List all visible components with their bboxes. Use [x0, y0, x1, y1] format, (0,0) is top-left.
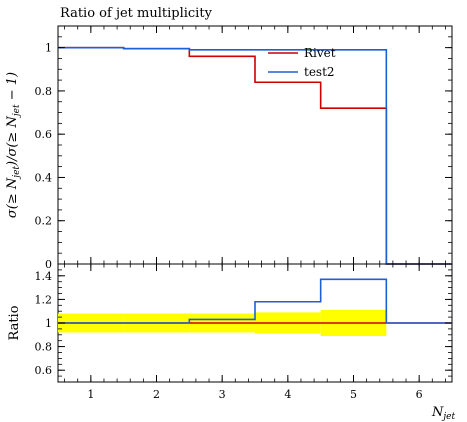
main-panel: 0 0.2 0.4 0.6 0.8 1	[35, 25, 453, 271]
legend-label-test2: test2	[304, 65, 335, 79]
xtick-label: 5	[350, 388, 357, 401]
ratio-ytick-label: 1.4	[35, 270, 53, 283]
ratio-ylabel: Ratio	[7, 305, 22, 340]
ratio-xlabel: Njet	[431, 405, 455, 422]
ratio-ytick-label: 1.2	[35, 293, 53, 306]
main-ytick-label: 0.8	[35, 85, 53, 98]
main-ytick-label: 1	[45, 42, 52, 55]
legend: Rivet test2	[268, 46, 336, 79]
main-series-rivet-line	[58, 46, 452, 265]
main-ytick-label: 0.6	[35, 128, 53, 141]
xtick-label: 4	[284, 388, 291, 401]
xtick-label: 6	[416, 388, 423, 401]
xtick-label: 2	[153, 388, 160, 401]
main-ytick-label: 0.4	[35, 171, 53, 184]
ratio-series-test2-line	[58, 278, 452, 324]
ratio-panel: 0.6 0.8 1 1.2 1.4 1 2 3 4 5 6	[35, 263, 453, 401]
ratio-ytick-label: 0.6	[35, 364, 53, 377]
chart-title: Ratio of jet multiplicity	[60, 6, 213, 21]
ratio-ytick-label: 0.8	[35, 341, 53, 354]
xtick-label: 3	[219, 388, 226, 401]
main-ytick-label: 0.2	[35, 215, 53, 228]
main-ytick-label: 0	[45, 258, 52, 271]
main-series-test2-line	[58, 46, 452, 265]
legend-label-rivet: Rivet	[304, 46, 336, 60]
ratio-ytick-label: 1	[45, 317, 52, 330]
main-ylabel: σ(≥ Njet)/σ(≥ Njet − 1)	[5, 72, 22, 218]
xtick-label: 1	[87, 388, 94, 401]
